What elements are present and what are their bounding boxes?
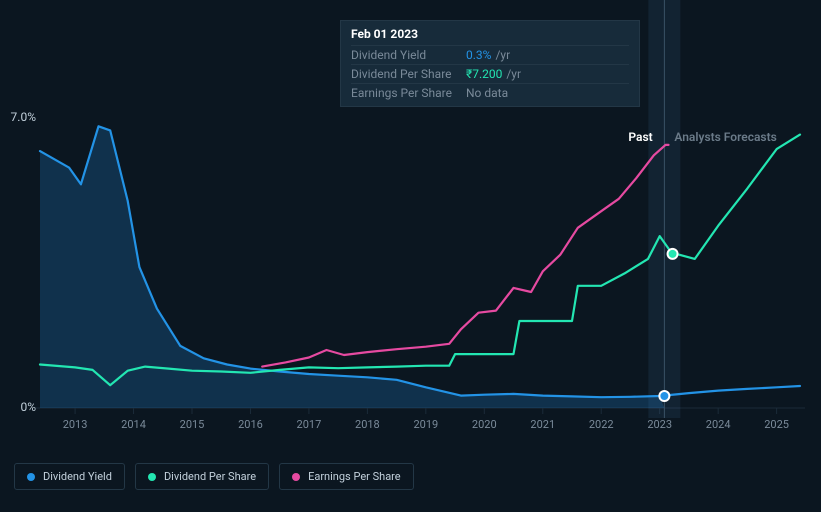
dividend-chart: 7.0% 0% 2013 2014 2015 2016 2017 2018 2019 2020… [0, 0, 821, 508]
legend-label: Dividend Per Share [164, 470, 256, 483]
legend-item-earnings-per-share[interactable]: Earnings Per Share [279, 463, 414, 490]
x-axis-tick-2017: 2017 [297, 418, 322, 431]
chart-tooltip: Feb 01 2023 Dividend Yield0.3%/yrDividen… [340, 20, 640, 107]
x-axis-tick-2021: 2021 [530, 418, 555, 431]
x-axis-tick-2014: 2014 [121, 418, 146, 431]
tooltip-row: Dividend Per Share₹7.200/yr [351, 64, 629, 83]
x-axis-tick-2015: 2015 [180, 418, 205, 431]
legend-dot-dividend-yield [27, 473, 35, 481]
tooltip-value: 0.3% [466, 48, 491, 62]
tooltip-row: Earnings Per ShareNo data [351, 83, 629, 102]
legend-dot-dividend-per-share [148, 473, 156, 481]
tooltip-date: Feb 01 2023 [351, 27, 629, 45]
segment-label-past: Past [628, 130, 652, 144]
tooltip-unit: /yr [495, 48, 510, 62]
legend-item-dividend-per-share[interactable]: Dividend Per Share [135, 463, 269, 490]
tooltip-value: ₹7.200 [466, 67, 502, 81]
y-axis-zero-label: 0% [2, 400, 36, 414]
x-axis-tick-2025: 2025 [764, 418, 789, 431]
tooltip-row: Dividend Yield0.3% /yr [351, 45, 629, 64]
tooltip-value: No data [466, 86, 508, 100]
legend-label: Dividend Yield [43, 470, 112, 483]
y-axis-max-label: 7.0% [2, 110, 36, 124]
chart-legend: Dividend Yield Dividend Per Share Earnin… [14, 463, 414, 490]
x-axis-tick-2023: 2023 [647, 418, 672, 431]
x-axis-tick-2016: 2016 [238, 418, 263, 431]
x-axis-tick-2018: 2018 [355, 418, 380, 431]
tooltip-unit: /yr [506, 67, 521, 81]
segment-label-forecast: Analysts Forecasts [674, 130, 776, 144]
x-axis-tick-2024: 2024 [706, 418, 731, 431]
legend-item-dividend-yield[interactable]: Dividend Yield [14, 463, 125, 490]
legend-label: Earnings Per Share [308, 470, 401, 483]
tooltip-label: Dividend Yield [351, 48, 466, 62]
x-axis-tick-2022: 2022 [589, 418, 614, 431]
tooltip-label: Earnings Per Share [351, 86, 466, 100]
tooltip-label: Dividend Per Share [351, 67, 466, 81]
x-axis-tick-2020: 2020 [472, 418, 497, 431]
x-axis-tick-2013: 2013 [63, 418, 88, 431]
legend-dot-earnings-per-share [292, 473, 300, 481]
x-axis-tick-2019: 2019 [413, 418, 438, 431]
